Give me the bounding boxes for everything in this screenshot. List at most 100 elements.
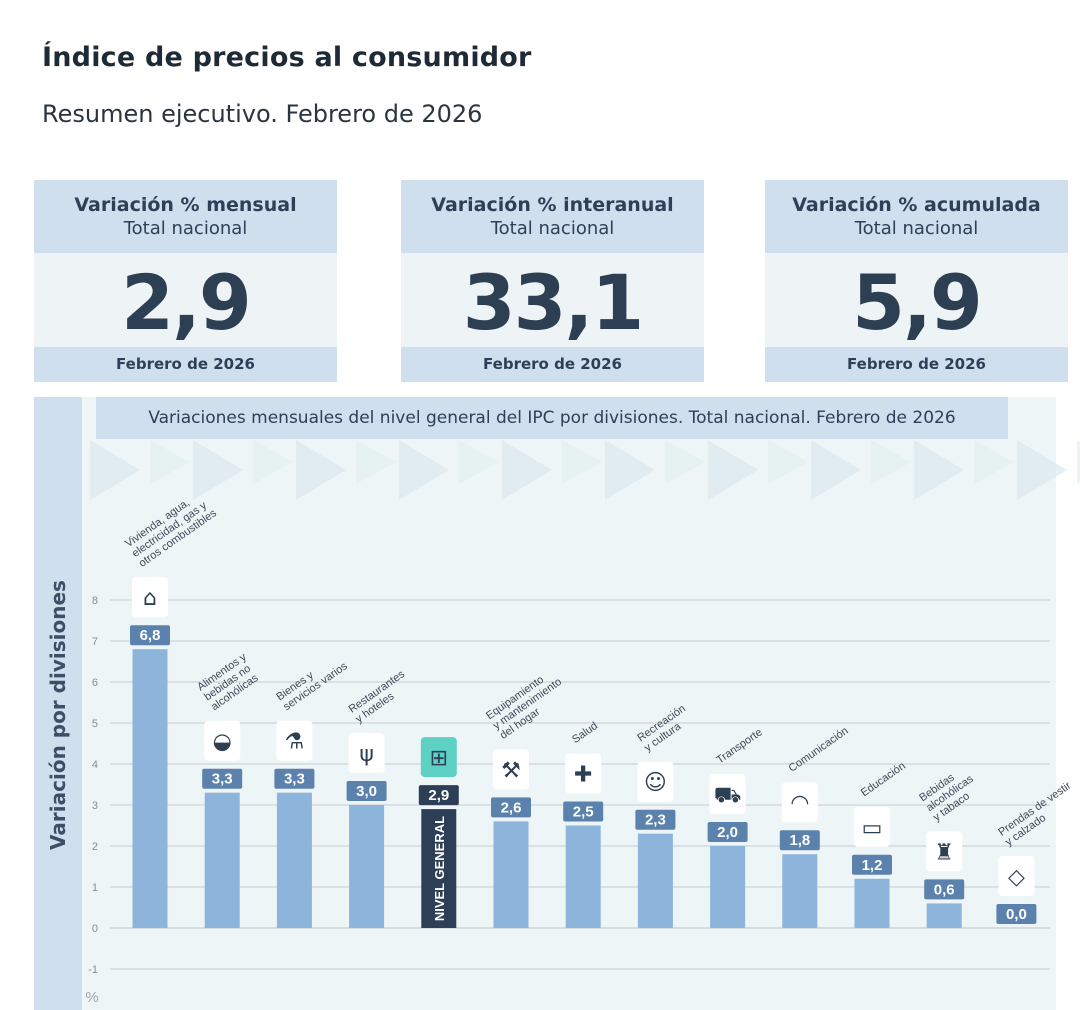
bar	[854, 878, 890, 928]
decor-shape	[356, 440, 396, 484]
icon-tile	[781, 782, 818, 823]
y-axis-unit: %	[85, 989, 98, 1006]
y-tick-label: 8	[92, 595, 98, 607]
health-cross-icon: ✚	[574, 763, 592, 788]
value-label: 2,5	[573, 804, 594, 821]
value-label-bg	[563, 801, 604, 822]
value-label: 1,8	[789, 832, 810, 849]
icon-tile	[854, 806, 890, 847]
y-tick-label: 5	[92, 718, 98, 730]
stat-card-footer: Febrero de 2026	[34, 347, 337, 382]
stat-card-value: 5,9	[852, 258, 983, 347]
decor-shape	[399, 440, 449, 500]
value-label: 3,3	[212, 771, 233, 788]
bar	[782, 854, 818, 928]
y-tick-label: 0	[92, 923, 98, 935]
value-label-bg	[996, 904, 1037, 924]
icon-tile	[276, 720, 313, 761]
food-basket-icon: ◒	[213, 730, 232, 755]
page-subtitle: Resumen ejecutivo. Febrero de 2026	[42, 100, 483, 128]
chart-title-banner: Variaciones mensuales del nivel general …	[96, 397, 1008, 439]
decor-shape	[811, 440, 861, 500]
stat-card-cumulative: Variación % acumulada Total nacional 5,9…	[765, 180, 1068, 382]
icon-tile	[998, 856, 1035, 896]
car-icon: ⛟	[714, 783, 742, 808]
decor-shape	[150, 440, 190, 484]
restaurant-hotel-icon: ψ	[359, 742, 374, 767]
icon-tile	[420, 737, 457, 778]
category-label-line: Educación	[859, 760, 908, 799]
stat-card-title: Variación % mensual	[74, 194, 297, 216]
stat-card-subtitle: Total nacional	[490, 218, 615, 239]
category-label: Vivienda, agua,electricidad, gas yotros …	[123, 497, 219, 570]
icon-tile	[637, 761, 674, 802]
icon-tile	[493, 749, 529, 790]
decor-shape	[502, 440, 552, 500]
y-tick-label: 4	[92, 759, 98, 771]
value-label: 1,2	[862, 857, 883, 874]
icon-tile	[926, 831, 963, 872]
house-energy-icon: ⌂	[143, 586, 157, 611]
stat-card-title: Variación % interanual	[431, 194, 674, 216]
chart-y-band: Variación por divisiones	[34, 397, 82, 1010]
category-label: Transporte	[714, 726, 764, 766]
tools-icon: ⚒	[501, 758, 521, 783]
bar	[421, 809, 457, 928]
icon-tile	[709, 774, 746, 814]
category-label-line: Comunicación	[787, 725, 851, 775]
value-label-bg	[779, 830, 820, 851]
value-label: 3,3	[284, 771, 305, 788]
decor-shape	[914, 440, 964, 500]
category-label: Salud	[570, 720, 600, 746]
value-label-bg	[202, 768, 243, 789]
bar-inner-label: NIVEL GENERAL	[432, 816, 447, 921]
bar	[204, 792, 240, 928]
value-label: 0,6	[934, 881, 955, 898]
decor-shape	[296, 440, 346, 500]
value-label-bg	[274, 768, 315, 789]
bar	[349, 805, 385, 928]
bar	[276, 792, 312, 928]
value-label-bg	[924, 879, 965, 900]
y-tick-label: 7	[92, 636, 98, 648]
bar	[710, 846, 746, 928]
bar	[926, 903, 962, 928]
category-label-line: Salud	[570, 720, 600, 746]
y-tick-label: -1	[88, 964, 98, 976]
decor-shape	[768, 440, 808, 484]
y-tick-label: 1	[92, 882, 98, 894]
value-label: 0,0	[1006, 906, 1027, 923]
stat-card-title: Variación % acumulada	[792, 194, 1041, 216]
value-label-bg	[635, 809, 676, 830]
bar	[132, 649, 168, 928]
stat-card-monthly: Variación % mensual Total nacional 2,9 F…	[34, 180, 337, 382]
decor-shape	[665, 440, 705, 484]
value-label: 2,0	[717, 824, 738, 841]
y-tick-label: 2	[92, 841, 98, 853]
decor-shape	[562, 440, 602, 484]
value-label-bg	[852, 854, 892, 875]
stat-card-subtitle: Total nacional	[123, 218, 248, 239]
decor-shape	[90, 440, 140, 500]
theatre-masks-icon: ☺	[644, 771, 667, 796]
stat-card-header: Variación % mensual Total nacional	[34, 180, 337, 253]
value-label-bg	[418, 785, 459, 806]
wifi-icon: ◠	[790, 791, 809, 816]
stat-card-header: Variación % acumulada Total nacional	[765, 180, 1068, 253]
decor-shape	[605, 440, 655, 500]
value-label-bg	[491, 797, 531, 818]
stat-card-value: 2,9	[121, 258, 252, 347]
page-title: Índice de precios al consumidor	[42, 42, 532, 73]
stat-card-footer: Febrero de 2026	[765, 347, 1068, 382]
value-label: 2,3	[645, 812, 666, 829]
shopping-basket-icon: ⊞	[430, 746, 448, 771]
bottle-glass-icon: ♜	[934, 840, 954, 865]
decor-shape	[459, 440, 499, 484]
decor-shape	[708, 440, 758, 500]
decor-shape	[974, 440, 1014, 484]
stat-card-header: Variación % interanual Total nacional	[401, 180, 704, 253]
personal-care-icon: ⚗	[285, 730, 305, 755]
icon-tile	[204, 720, 241, 761]
